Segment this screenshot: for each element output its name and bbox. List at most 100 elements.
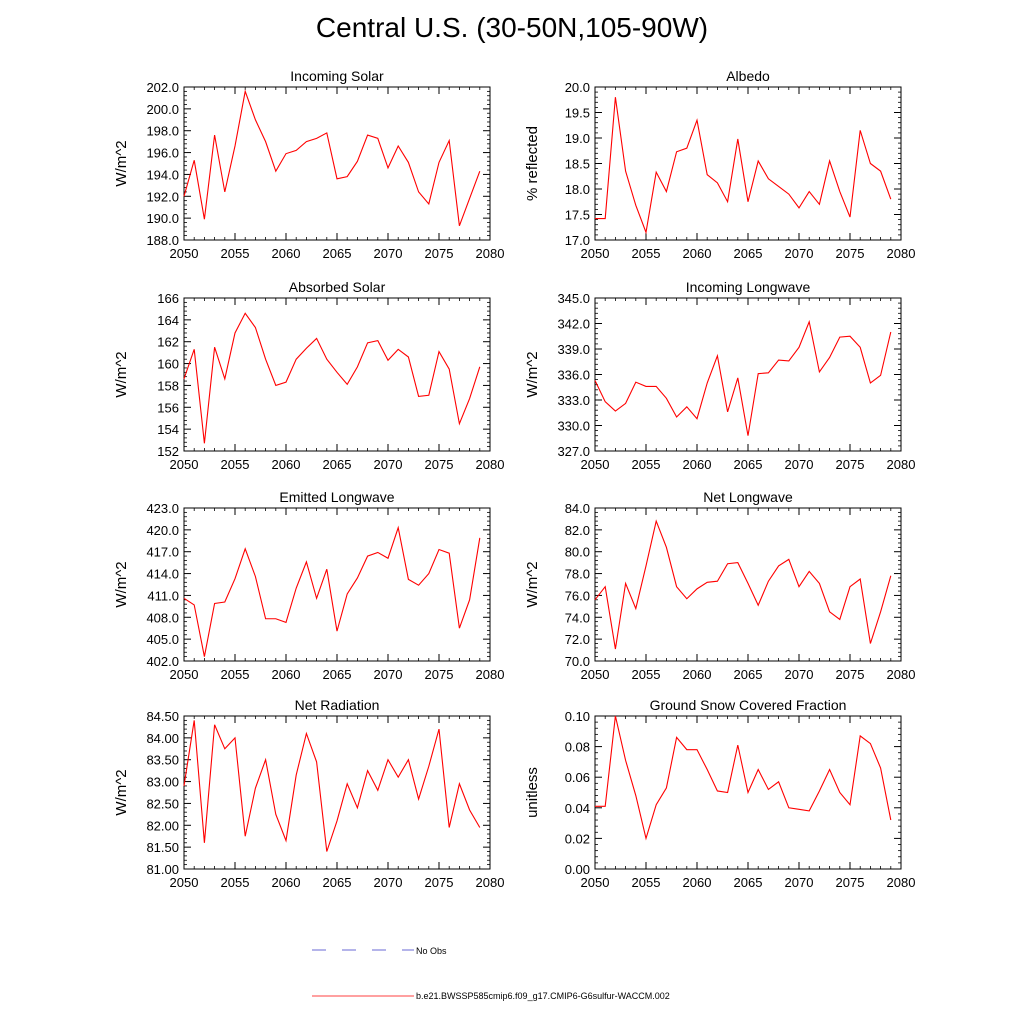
figure-title: Central U.S. (30-50N,105-90W) [315, 12, 709, 43]
x-tick-label: 2050 [581, 667, 610, 682]
y-tick-label: 82.00 [146, 818, 179, 833]
y-tick-label: 339.0 [557, 342, 590, 357]
y-tick-label: 18.5 [565, 157, 590, 172]
panel-albedo: Albedo % reflected 2050 2055 2060 2065 2070 207… [524, 68, 915, 261]
panel-title: Net Longwave [703, 489, 793, 505]
x-tick-label: 2070 [785, 875, 814, 890]
x-tick-label: 2080 [476, 457, 505, 472]
y-tick-label: 405.0 [146, 632, 179, 647]
y-tick-label: 156 [157, 400, 179, 415]
panel-title: Albedo [726, 68, 770, 84]
x-tick-label: 2080 [887, 875, 916, 890]
x-tick-label: 2075 [425, 667, 454, 682]
plot-frame [594, 297, 902, 452]
x-tick-label: 2070 [374, 457, 403, 472]
y-axis-label: W/m^2 [113, 351, 130, 397]
plot-frame [183, 507, 491, 662]
x-tick-label: 2080 [887, 246, 916, 261]
x-tick-label: 2075 [425, 875, 454, 890]
series-line [183, 720, 481, 852]
x-tick-label: 2065 [323, 457, 352, 472]
x-tick-label: 2070 [374, 246, 403, 261]
panel-title: Net Radiation [295, 697, 380, 713]
x-tick-label: 2080 [887, 667, 916, 682]
y-tick-label: 84.50 [146, 709, 179, 724]
y-tick-label: 0.08 [565, 740, 590, 755]
x-tick-label: 2080 [476, 875, 505, 890]
y-tick-label: 83.00 [146, 775, 179, 790]
y-tick-label: 74.0 [565, 610, 590, 625]
x-tick-label: 2060 [272, 246, 301, 261]
y-tick-label: 414.0 [146, 567, 179, 582]
x-tick-label: 2075 [425, 457, 454, 472]
x-tick-label: 2055 [632, 246, 661, 261]
y-tick-label: 420.0 [146, 523, 179, 538]
x-tick-label: 2065 [323, 246, 352, 261]
y-tick-label: 19.0 [565, 131, 590, 146]
panel-net-longwave: Net Longwave W/m^2 2050 2055 2060 2065 2070 207… [524, 489, 915, 682]
y-tick-label: 154 [157, 422, 179, 437]
legend-label: No Obs [416, 946, 447, 956]
y-tick-label: 190.0 [146, 211, 179, 226]
y-tick-label: 78.0 [565, 567, 590, 582]
series-line [183, 89, 481, 226]
x-tick-label: 2075 [836, 457, 865, 472]
series-line [594, 319, 892, 436]
series-line [594, 519, 892, 650]
y-tick-label: 188.0 [146, 233, 179, 248]
y-tick-label: 330.0 [557, 419, 590, 434]
x-tick-label: 2050 [581, 457, 610, 472]
y-tick-label: 0.04 [565, 801, 590, 816]
y-axis-label: W/m^2 [113, 561, 130, 607]
panel-title: Incoming Longwave [686, 279, 811, 295]
y-axis-label: W/m^2 [524, 351, 541, 397]
x-tick-label: 2075 [836, 875, 865, 890]
plot-frame [183, 86, 491, 241]
y-tick-label: 19.5 [565, 106, 590, 121]
y-axis-label: unitless [524, 767, 541, 818]
y-tick-label: 402.0 [146, 654, 179, 669]
y-tick-label: 162 [157, 335, 179, 350]
y-tick-label: 81.50 [146, 840, 179, 855]
x-tick-label: 2055 [632, 667, 661, 682]
x-tick-label: 2050 [581, 875, 610, 890]
y-axis-label: W/m^2 [113, 140, 130, 186]
x-tick-label: 2070 [374, 875, 403, 890]
y-tick-label: 345.0 [557, 291, 590, 306]
legend-label: b.e21.BWSSP585cmip6.f09_g17.CMIP6-G6sulf… [416, 991, 670, 1001]
y-tick-label: 200.0 [146, 102, 179, 117]
panel-title: Absorbed Solar [289, 279, 386, 295]
x-tick-label: 2060 [683, 667, 712, 682]
x-tick-label: 2065 [323, 667, 352, 682]
y-tick-label: 0.06 [565, 770, 590, 785]
y-tick-label: 72.0 [565, 632, 590, 647]
panel-net-radiation: Net Radiation W/m^2 2050 2055 2060 2065 2070 20… [113, 697, 504, 890]
x-tick-label: 2055 [221, 667, 250, 682]
y-tick-label: 194.0 [146, 167, 179, 182]
x-tick-label: 2065 [734, 875, 763, 890]
y-tick-label: 80.0 [565, 545, 590, 560]
x-tick-label: 2070 [374, 667, 403, 682]
x-tick-label: 2050 [581, 246, 610, 261]
y-tick-label: 76.0 [565, 588, 590, 603]
x-tick-label: 2055 [632, 875, 661, 890]
y-axis-label: W/m^2 [113, 769, 130, 815]
y-tick-label: 0.10 [565, 709, 590, 724]
x-tick-label: 2060 [272, 667, 301, 682]
y-tick-label: 17.0 [565, 233, 590, 248]
y-tick-label: 20.0 [565, 80, 590, 95]
y-tick-label: 158 [157, 378, 179, 393]
panel-incoming-longwave: Incoming Longwave W/m^2 2050 2055 2060 2065 20… [524, 279, 915, 472]
y-tick-label: 84.0 [565, 501, 590, 516]
y-axis-label: W/m^2 [524, 561, 541, 607]
y-tick-label: 18.0 [565, 182, 590, 197]
x-tick-label: 2060 [683, 875, 712, 890]
y-tick-label: 0.00 [565, 862, 590, 877]
x-tick-label: 2060 [683, 457, 712, 472]
y-tick-label: 84.00 [146, 731, 179, 746]
x-tick-label: 2065 [734, 457, 763, 472]
y-tick-label: 81.00 [146, 862, 179, 877]
panel-ground-snow-covered-fraction: Ground Snow Covered Fraction unitless 2050… [524, 697, 915, 890]
panel-title: Ground Snow Covered Fraction [650, 697, 847, 713]
